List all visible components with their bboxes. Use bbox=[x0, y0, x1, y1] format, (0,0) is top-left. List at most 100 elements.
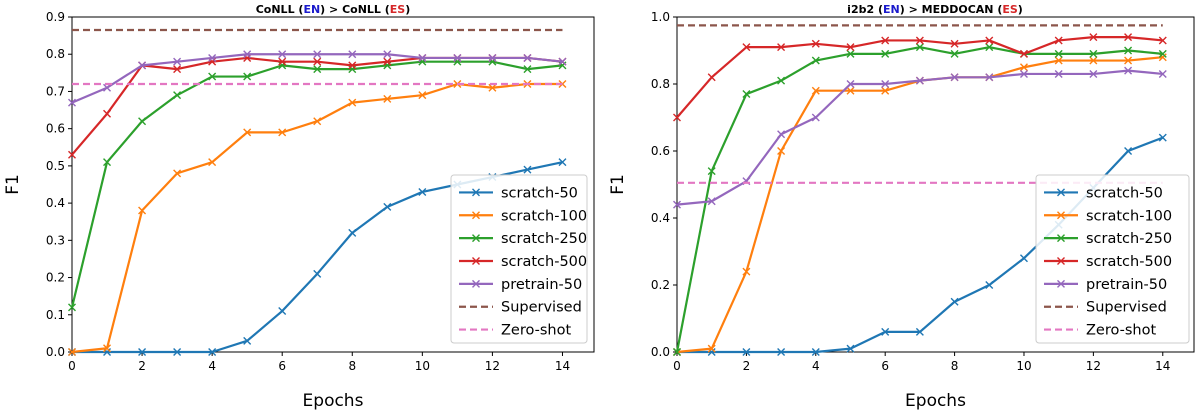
chart-title: CoNLL (EN) > CoNLL (ES) bbox=[256, 3, 411, 16]
series-pretrain-50-point bbox=[243, 50, 252, 59]
series-scratch-50-point bbox=[523, 165, 532, 174]
series-scratch-100-point bbox=[488, 83, 497, 92]
series-scratch-500-point bbox=[950, 39, 959, 48]
series-pretrain-50-point bbox=[811, 113, 820, 122]
series-scratch-500-point bbox=[673, 113, 681, 122]
series-scratch-250-point bbox=[985, 43, 994, 52]
series-scratch-100-point bbox=[777, 147, 786, 155]
x-tick-label: 12 bbox=[1086, 359, 1101, 373]
y-tick-label: 0.4 bbox=[46, 196, 65, 210]
series-scratch-500-point bbox=[881, 36, 890, 45]
series-scratch-500-point bbox=[103, 109, 112, 118]
chart-title: i2b2 (EN) > MEDDOCAN (ES) bbox=[847, 3, 1023, 16]
legend-marker bbox=[472, 257, 480, 265]
series-scratch-100-point bbox=[68, 348, 76, 356]
series-pretrain-50-point bbox=[707, 197, 716, 206]
x-tick-label: 0 bbox=[673, 359, 681, 373]
series-scratch-500-point bbox=[348, 61, 357, 70]
series-scratch-250-point bbox=[881, 49, 890, 58]
series-scratch-500-point bbox=[1124, 33, 1133, 42]
series-pretrain-50-point bbox=[950, 73, 959, 82]
series-scratch-250-point bbox=[243, 72, 252, 81]
series-pretrain-50-point bbox=[68, 98, 76, 107]
series-scratch-100-point bbox=[138, 206, 147, 215]
y-tick-label: 0.6 bbox=[651, 144, 670, 158]
chart-title-part: ) > CoNLL ( bbox=[320, 3, 390, 16]
series-pretrain-50-point bbox=[1158, 69, 1167, 78]
legend-label: Supervised bbox=[1086, 300, 1167, 316]
series-scratch-100-point bbox=[558, 80, 567, 88]
x-tick-label: 2 bbox=[138, 359, 146, 373]
series-pretrain-50-point bbox=[208, 53, 217, 62]
series-scratch-50-point bbox=[173, 348, 182, 356]
series-scratch-500-point bbox=[985, 36, 994, 45]
series-scratch-50-point bbox=[558, 158, 567, 167]
series-scratch-50-point bbox=[1158, 133, 1167, 142]
series-scratch-250-point bbox=[846, 49, 855, 58]
x-tick-label: 4 bbox=[812, 359, 820, 373]
series-scratch-50-point bbox=[243, 336, 252, 345]
y-tick-label: 0.8 bbox=[46, 47, 65, 61]
series-scratch-250-point bbox=[915, 43, 924, 52]
series-pretrain-50-point bbox=[173, 57, 182, 66]
y-tick-label: 0.5 bbox=[46, 159, 65, 173]
series-scratch-500-point bbox=[707, 73, 716, 82]
series-scratch-50-point bbox=[1124, 147, 1133, 155]
legend-marker bbox=[472, 188, 480, 197]
series-scratch-500-point bbox=[915, 36, 924, 45]
series-scratch-500-point bbox=[1158, 36, 1167, 45]
x-tick-label: 8 bbox=[348, 359, 356, 373]
series-scratch-250-point bbox=[173, 91, 182, 100]
legend-marker bbox=[472, 234, 480, 243]
series-scratch-50-point bbox=[950, 297, 959, 306]
series-scratch-500-line bbox=[71, 56, 563, 156]
series-pretrain-50-point bbox=[523, 53, 532, 62]
series-scratch-500-point bbox=[1089, 33, 1098, 42]
series-scratch-50-point bbox=[742, 348, 751, 356]
series-scratch-500-point bbox=[846, 43, 855, 52]
x-tick-label: 14 bbox=[555, 359, 570, 373]
series-scratch-50-point bbox=[418, 187, 427, 196]
series-scratch-500-point bbox=[173, 65, 182, 74]
series-scratch-100-point bbox=[173, 169, 182, 178]
y-tick-label: 0.1 bbox=[46, 308, 65, 322]
series-scratch-50-point bbox=[985, 281, 994, 289]
legend-label: Zero-shot bbox=[1086, 323, 1156, 339]
series-pretrain-50-point bbox=[138, 61, 147, 70]
legend-label: pretrain-50 bbox=[1086, 277, 1167, 293]
chart-title-part: EN bbox=[883, 3, 900, 16]
legend-label: scratch-250 bbox=[1086, 231, 1172, 247]
series-scratch-100-point bbox=[1019, 63, 1028, 72]
series-scratch-500-point bbox=[811, 39, 820, 48]
series-scratch-100-point bbox=[846, 86, 855, 95]
legend-label: scratch-500 bbox=[501, 254, 587, 270]
series-scratch-100-point bbox=[811, 86, 820, 95]
x-tick-label: 0 bbox=[68, 359, 76, 373]
series-scratch-250-point bbox=[1054, 49, 1063, 58]
series-pretrain-50-point bbox=[915, 76, 924, 85]
plot-area bbox=[673, 24, 1167, 356]
legend: scratch-50 scratch-100 scratch-250 scratch-… bbox=[450, 174, 588, 344]
y-tick-label: 0.8 bbox=[651, 77, 670, 91]
series-scratch-100-point bbox=[1089, 56, 1098, 65]
series-pretrain-50-point bbox=[313, 50, 322, 59]
series-scratch-500-point bbox=[1054, 36, 1063, 45]
x-axis-label: Epochs bbox=[905, 391, 966, 411]
chart-panel-2: i2b2 (EN) > MEDDOCAN (ES) 0.0 0.2 0.4 0.6 0.8… bbox=[608, 3, 1195, 411]
series-pretrain-50-point bbox=[103, 83, 112, 92]
series-scratch-500-point bbox=[777, 43, 786, 52]
x-tick-label: 6 bbox=[881, 359, 889, 373]
series-pretrain-50-point bbox=[1089, 69, 1098, 78]
series-pretrain-50-point bbox=[1054, 69, 1063, 78]
series-scratch-500-point bbox=[68, 150, 76, 159]
series-scratch-500-point bbox=[278, 57, 287, 66]
series-scratch-100-point bbox=[103, 344, 112, 353]
legend-marker bbox=[1057, 211, 1065, 220]
y-tick-label: 0.4 bbox=[651, 211, 670, 225]
y-tick-label: 0.2 bbox=[46, 271, 65, 285]
chart-panel-1: CoNLL (EN) > CoNLL (ES) 0.0 0.1 0.2 0.3 0.4 0.… bbox=[3, 3, 595, 411]
series-pretrain-50-point bbox=[777, 130, 786, 139]
series-scratch-100-point bbox=[383, 94, 392, 103]
legend-box bbox=[450, 174, 588, 344]
